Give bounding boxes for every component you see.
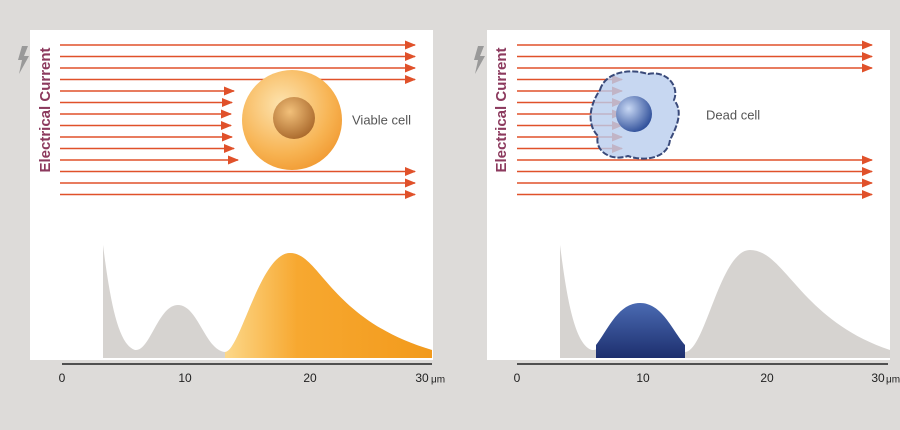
nucleus bbox=[616, 96, 652, 132]
viable-peak bbox=[225, 253, 432, 358]
unit-label: μm bbox=[431, 375, 445, 386]
x-tick-label: 0 bbox=[59, 371, 66, 385]
nucleus bbox=[273, 97, 315, 139]
lightning-icon bbox=[18, 46, 29, 74]
x-tick-label: 10 bbox=[636, 371, 650, 385]
unit-label: μm bbox=[886, 375, 900, 386]
x-tick-label: 20 bbox=[303, 371, 317, 385]
x-tick-label: 30 bbox=[415, 371, 429, 385]
lightning-icon bbox=[474, 46, 485, 74]
axis-label: Electrical Current bbox=[37, 47, 54, 172]
cell-label: Viable cell bbox=[352, 112, 411, 127]
dead-peak bbox=[596, 303, 685, 358]
x-tick-label: 10 bbox=[178, 371, 192, 385]
x-tick-label: 20 bbox=[760, 371, 774, 385]
cell-label: Dead cell bbox=[706, 107, 760, 122]
x-tick-label: 30 bbox=[871, 371, 885, 385]
axis-label: Electrical Current bbox=[493, 47, 510, 172]
x-tick-label: 0 bbox=[514, 371, 521, 385]
